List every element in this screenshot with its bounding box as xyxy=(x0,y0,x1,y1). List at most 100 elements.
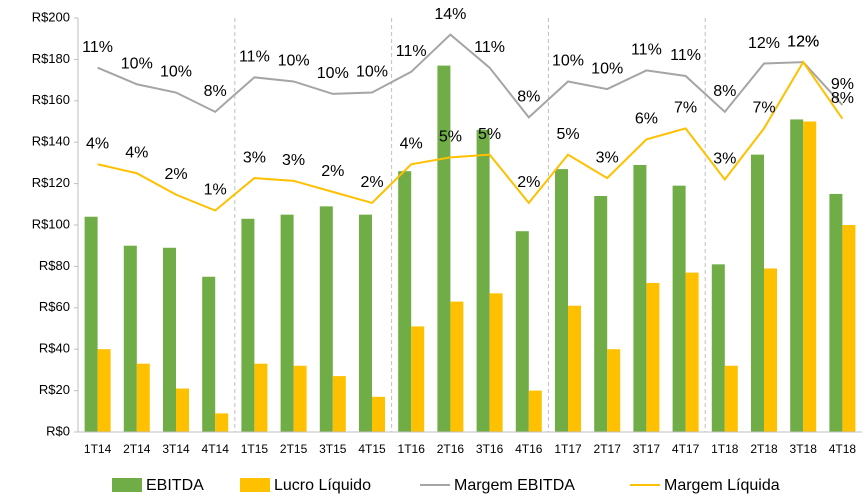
bar xyxy=(646,282,660,432)
y-tick-label: R$180 xyxy=(32,51,70,66)
x-tick-label: 1T16 xyxy=(398,442,426,456)
bar xyxy=(411,326,425,432)
bar xyxy=(359,214,372,432)
bar xyxy=(293,365,307,432)
x-tick-label: 2T15 xyxy=(280,442,308,456)
data-label: 11% xyxy=(670,47,701,64)
legend-label: Lucro Líquido xyxy=(274,477,371,494)
x-tick-label: 3T16 xyxy=(476,442,504,456)
bar xyxy=(280,214,294,432)
data-label: 9% xyxy=(831,76,854,93)
bar xyxy=(241,218,255,432)
x-tick-label: 1T18 xyxy=(711,442,739,456)
bar xyxy=(842,225,856,432)
data-label: 12% xyxy=(787,33,819,50)
data-label: 12% xyxy=(787,33,819,50)
bar xyxy=(450,301,464,432)
y-tick-label: R$20 xyxy=(39,382,70,397)
data-label: 4% xyxy=(86,135,109,152)
data-label: 12% xyxy=(748,35,780,52)
data-label: 3% xyxy=(282,152,305,169)
data-label: 3% xyxy=(596,149,619,166)
data-label: 10% xyxy=(160,64,192,81)
data-label: 3% xyxy=(713,151,736,168)
data-label: 11% xyxy=(82,39,113,56)
bar xyxy=(829,193,843,432)
data-label: 2% xyxy=(164,166,187,183)
bar xyxy=(215,413,229,432)
legend-label: Margem EBITDA xyxy=(454,477,575,494)
data-label: 10% xyxy=(278,53,310,70)
data-label: 5% xyxy=(478,126,501,143)
x-tick-label: 4T15 xyxy=(358,442,386,456)
data-label: 3% xyxy=(243,149,266,166)
bar xyxy=(515,231,529,432)
legend-swatch xyxy=(240,478,270,492)
x-tick-label: 3T17 xyxy=(633,442,661,456)
line xyxy=(97,33,844,119)
data-label: 7% xyxy=(752,100,775,117)
data-label: 2% xyxy=(360,174,383,191)
bar xyxy=(97,349,111,432)
bar xyxy=(476,129,490,432)
bar xyxy=(607,349,621,432)
x-tick-label: 2T14 xyxy=(123,442,151,456)
bar xyxy=(568,305,581,432)
line xyxy=(97,60,844,212)
bar xyxy=(633,164,647,432)
bar xyxy=(764,268,777,432)
bar xyxy=(528,390,542,432)
bar xyxy=(672,185,686,432)
x-tick-label: 1T17 xyxy=(554,442,582,456)
bar xyxy=(594,196,608,432)
bar xyxy=(555,169,568,433)
bar xyxy=(790,119,804,433)
bar xyxy=(685,272,699,432)
y-tick-label: R$40 xyxy=(39,341,70,356)
bar xyxy=(176,388,189,432)
bar xyxy=(332,376,346,432)
x-tick-label: 4T18 xyxy=(829,442,857,456)
data-label: 11% xyxy=(631,42,662,59)
data-label: 1% xyxy=(204,182,227,199)
x-tick-label: 2T16 xyxy=(437,442,465,456)
bar xyxy=(123,245,137,432)
data-label: 10% xyxy=(121,55,153,72)
data-label: 11% xyxy=(239,49,270,66)
x-tick-label: 1T15 xyxy=(241,442,269,456)
data-label: 11% xyxy=(474,39,505,56)
bar xyxy=(724,365,738,432)
y-tick-label: R$60 xyxy=(39,299,70,314)
data-label: 10% xyxy=(552,53,584,70)
bar xyxy=(751,154,764,432)
y-tick-label: R$100 xyxy=(32,216,70,231)
x-tick-label: 2T17 xyxy=(594,442,622,456)
x-tick-label: 1T14 xyxy=(84,442,112,456)
bar xyxy=(319,206,333,432)
legend-swatch xyxy=(112,478,142,492)
x-tick-label: 2T18 xyxy=(750,442,778,456)
data-label: 10% xyxy=(317,65,349,82)
data-label: 2% xyxy=(321,163,344,180)
x-tick-label: 3T15 xyxy=(319,442,347,456)
y-tick-label: R$140 xyxy=(32,134,70,149)
data-label: 10% xyxy=(356,64,388,81)
bar xyxy=(136,363,150,432)
legend-label: Margem Líquida xyxy=(664,477,780,494)
bar xyxy=(372,396,385,432)
data-label: 8% xyxy=(831,90,854,107)
data-label: 2% xyxy=(517,174,540,191)
data-label: 6% xyxy=(635,111,658,128)
y-tick-label: R$0 xyxy=(46,423,70,438)
bar xyxy=(489,293,503,432)
x-tick-label: 3T14 xyxy=(162,442,190,456)
y-tick-label: R$160 xyxy=(32,92,70,107)
data-label: 5% xyxy=(439,129,462,146)
data-label: 7% xyxy=(674,100,697,117)
data-label: 5% xyxy=(556,126,579,143)
data-label: 8% xyxy=(204,83,227,100)
y-tick-label: R$80 xyxy=(39,258,70,273)
x-tick-label: 4T17 xyxy=(672,442,700,456)
data-label: 11% xyxy=(396,43,427,60)
